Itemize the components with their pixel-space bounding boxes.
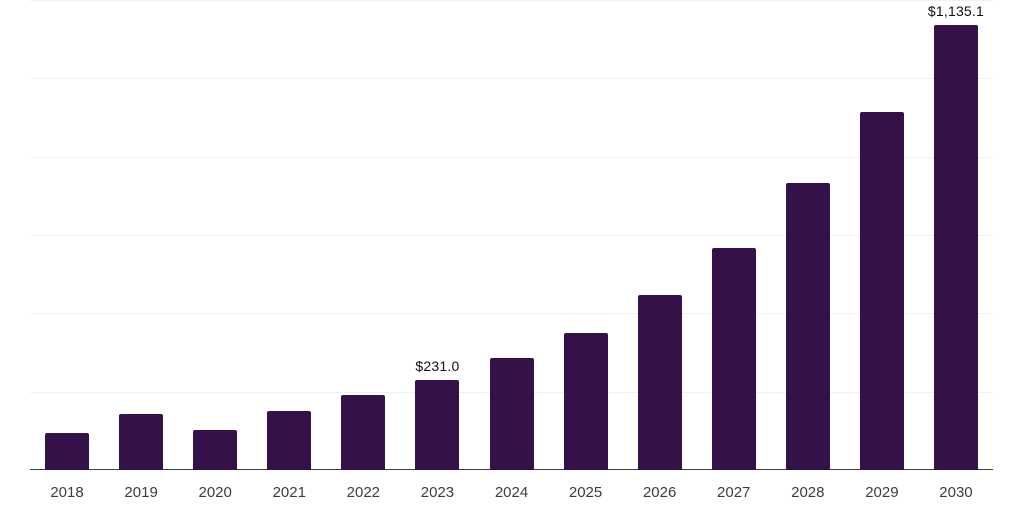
bar-2021 xyxy=(267,410,312,470)
bar-2022 xyxy=(341,394,386,470)
bar-2019 xyxy=(119,414,164,470)
bar-2018 xyxy=(45,433,90,470)
bar-2023 xyxy=(415,379,460,470)
bar-2024 xyxy=(489,357,534,470)
x-tick-label-2018: 2018 xyxy=(50,484,84,501)
bar-2027 xyxy=(711,247,756,470)
gridline-600 xyxy=(30,235,993,236)
x-tick-label-2019: 2019 xyxy=(124,484,158,501)
bar-2025 xyxy=(563,332,608,470)
x-tick-label-2026: 2026 xyxy=(642,484,677,501)
gridline-1200 xyxy=(30,0,993,1)
x-tick-label-2029: 2029 xyxy=(865,484,899,501)
x-tick-label-2022: 2022 xyxy=(346,484,381,501)
x-tick-label-2021: 2021 xyxy=(272,484,306,501)
x-tick-label-2020: 2020 xyxy=(198,484,232,501)
x-tick-label-2024: 2024 xyxy=(494,484,529,501)
x-tick-label-2030: 2030 xyxy=(939,484,973,501)
bar-2020 xyxy=(193,430,238,470)
bar-2026 xyxy=(637,294,682,470)
data-label-2023: $231.0 xyxy=(415,357,460,374)
x-tick-label-2028: 2028 xyxy=(791,484,825,501)
x-tick-label-2027: 2027 xyxy=(717,484,751,501)
data-label-2030: $1,135.1 xyxy=(927,3,985,20)
x-tick-label-2025: 2025 xyxy=(568,484,603,501)
gridline-400 xyxy=(30,313,993,315)
gridline-800 xyxy=(30,156,993,158)
bar-2028 xyxy=(785,183,830,470)
plot-area: $231.0 $1,135.1 xyxy=(30,0,993,470)
bar-2030 xyxy=(933,25,978,470)
gridline-1000 xyxy=(30,78,993,80)
x-tick-label-2023: 2023 xyxy=(420,484,455,501)
bar-2029 xyxy=(859,111,904,470)
